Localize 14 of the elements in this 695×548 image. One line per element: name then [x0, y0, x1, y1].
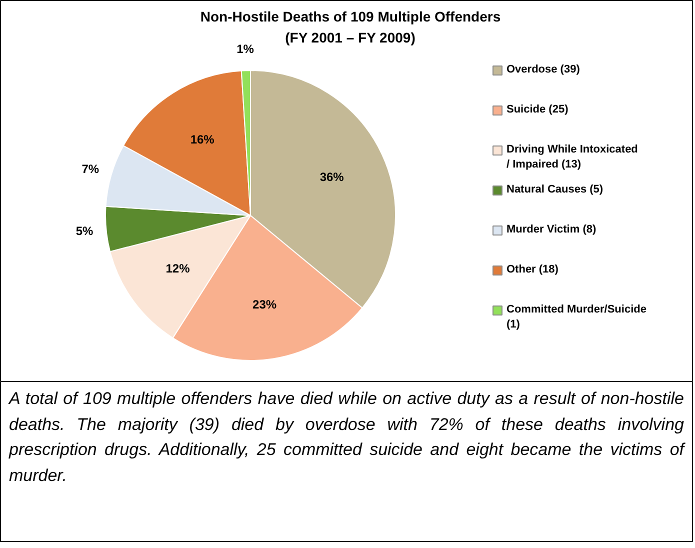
data-label: 12% — [166, 261, 190, 276]
data-label: 36% — [320, 170, 344, 184]
data-label: 16% — [190, 132, 215, 147]
text: A total of 109 multiple offenders have died while on active duty as a result of non-hostile deaths. The majority (39) died by overdose with 72% of these deaths involving prescription drugs. Additionally, 25 committed suicide and eight became the victims of murder. — [9, 388, 684, 486]
legend-label: Overdose (39) — [506, 64, 580, 76]
legend-label: Natural Causes (5) — [506, 184, 604, 196]
data-label: 5% — [76, 224, 94, 238]
legend-label: Committed Murder/Suicide (1) — [506, 304, 646, 330]
data-label: 23% — [252, 297, 277, 312]
data-label: 7% — [82, 162, 100, 176]
legend-label: Other (18) — [506, 264, 559, 276]
legend-label: Suicide (25) — [506, 104, 569, 116]
legend-label: Driving While Intoxicated / Impaired (13) — [506, 144, 638, 170]
legend-label: Murder Victim (8) — [506, 224, 596, 236]
